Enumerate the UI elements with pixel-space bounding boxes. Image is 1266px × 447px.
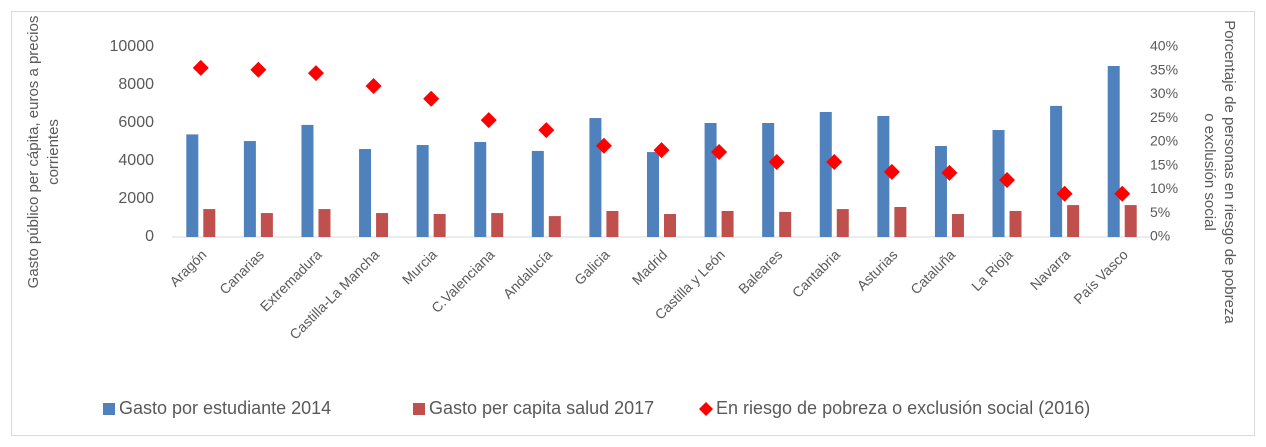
bar (186, 134, 199, 237)
y-tick-label: 0 (145, 228, 154, 245)
bar (474, 142, 487, 237)
y2-axis-title: o exclusión social (1201, 113, 1218, 231)
bar (1009, 210, 1022, 237)
diamond-marker (307, 65, 324, 82)
bar (318, 209, 331, 237)
legend-label: Gasto per capita salud 2017 (429, 398, 654, 418)
bar (704, 123, 717, 237)
diamond-marker (883, 163, 900, 180)
y2-tick-label: 40% (1150, 38, 1178, 54)
y2-tick-label: 30% (1150, 85, 1178, 101)
diamond-marker (768, 153, 785, 170)
bar (1067, 205, 1080, 237)
y2-tick-label: 35% (1150, 61, 1178, 77)
bar (647, 152, 659, 237)
bar (877, 115, 890, 237)
y2-tick-label: 10% (1150, 180, 1178, 196)
y-tick-label: 4000 (118, 152, 154, 169)
chart-frame (11, 11, 1255, 436)
bar (951, 214, 964, 237)
bar (203, 209, 216, 237)
y2-tick-label: 20% (1150, 133, 1178, 149)
diamond-marker (826, 153, 843, 170)
diamond-marker (711, 143, 728, 160)
legend-label: En riesgo de pobreza o exclusión social … (716, 398, 1090, 418)
bar (531, 150, 544, 237)
y-tick-label: 2000 (118, 190, 154, 207)
bar (491, 213, 504, 237)
y-tick-label: 8000 (118, 76, 154, 93)
bar (548, 216, 561, 237)
bar (301, 124, 314, 237)
y-axis-title: Gasto público per cápita, euros a precio… (25, 16, 42, 289)
diamond-marker (941, 164, 958, 181)
bar (589, 118, 602, 237)
diamond-marker (1056, 185, 1073, 202)
bar (1107, 66, 1120, 237)
y-axis-title: corrientes (45, 119, 62, 185)
bar (359, 149, 372, 237)
diamond-marker (538, 122, 555, 139)
y2-tick-label: 5% (1150, 204, 1170, 220)
diamond-marker (365, 77, 382, 94)
bar (243, 141, 256, 237)
bar (721, 210, 734, 237)
bar (433, 214, 446, 237)
y2-tick-label: 0% (1150, 228, 1170, 244)
diamond-marker (1114, 185, 1131, 202)
legend-marker (413, 403, 425, 415)
diamond-marker (653, 142, 670, 159)
bar (1124, 205, 1137, 237)
bar (1050, 105, 1063, 238)
y-tick-label: 6000 (118, 114, 154, 131)
bar (836, 209, 849, 237)
bar (819, 111, 832, 237)
diamond-marker (250, 61, 267, 78)
bar (894, 206, 907, 237)
legend-marker (699, 402, 713, 416)
bar (779, 211, 792, 237)
y-tick-label: 10000 (110, 38, 155, 55)
bar (664, 214, 676, 237)
bar (762, 123, 775, 237)
bar (260, 213, 273, 237)
diamond-marker (595, 137, 612, 154)
bar (606, 210, 619, 237)
diamond-marker (480, 112, 497, 129)
y2-tick-label: 25% (1150, 109, 1178, 125)
bar (376, 213, 389, 237)
diamond-marker (192, 59, 209, 76)
y2-axis-title: Porcentaje de personas en riesgo de pobr… (1221, 20, 1238, 324)
bar (934, 145, 947, 237)
bar (416, 145, 429, 237)
bar (992, 130, 1005, 237)
legend-marker (103, 403, 115, 415)
y2-tick-label: 15% (1150, 156, 1178, 172)
diamond-marker (999, 172, 1016, 188)
diamond-marker (423, 90, 440, 107)
legend-label: Gasto por estudiante 2014 (119, 398, 331, 418)
